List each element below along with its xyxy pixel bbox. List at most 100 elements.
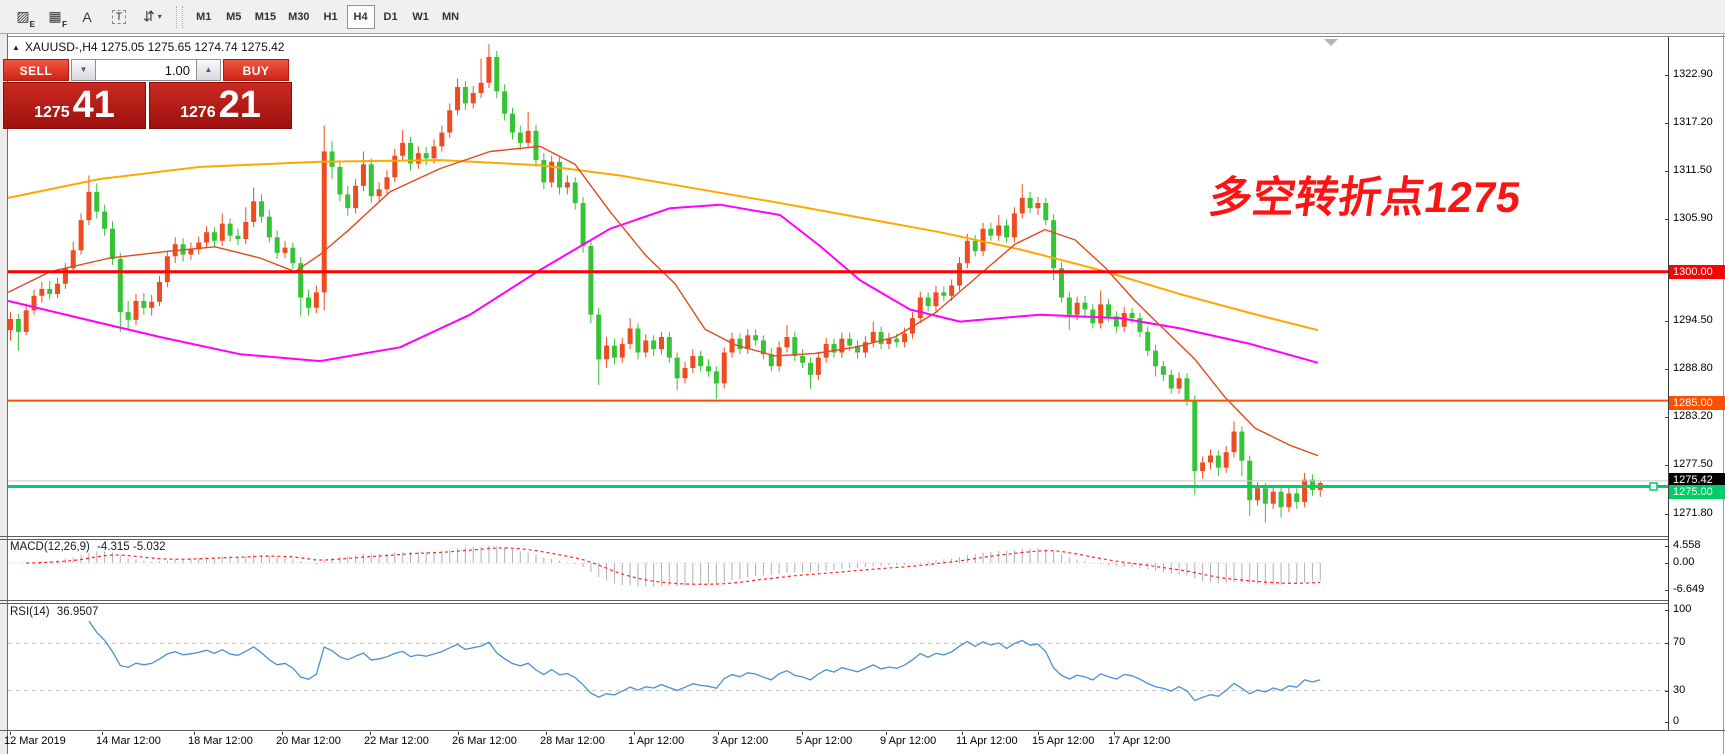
candle: [855, 345, 861, 353]
time-axis-label: 22 Mar 12:00: [364, 735, 429, 747]
candle: [133, 300, 139, 320]
timeframe-h4[interactable]: H4: [346, 4, 375, 29]
candle: [721, 352, 727, 384]
candle: [8, 318, 13, 331]
price-axis-label: 1283.20: [1673, 410, 1713, 422]
grid-tool-icon[interactable]: ▦ F: [40, 4, 70, 30]
candle: [376, 189, 382, 197]
toolbar: ▨ E ▦ F A T ⇵ ▾ M1 M5 M15 M30 H1 H4 D1 W1 MN: [0, 0, 1725, 34]
candle: [470, 93, 476, 104]
timeframe-w1[interactable]: W1: [407, 5, 435, 29]
candle: [666, 337, 672, 358]
arrange-tool-icon[interactable]: ⇵ ▾: [136, 4, 169, 30]
time-tick-mark: [886, 732, 887, 735]
time-axis-label: 17 Apr 12:00: [1108, 735, 1171, 747]
candle: [988, 228, 994, 236]
candle: [941, 292, 947, 296]
candle: [1043, 203, 1049, 221]
collapse-triangle-icon[interactable]: ▲: [12, 42, 20, 52]
candle: [47, 288, 53, 295]
candle: [258, 201, 264, 217]
time-tick-mark: [1038, 732, 1039, 735]
candle: [55, 283, 61, 295]
volume-input[interactable]: [96, 59, 196, 81]
candle: [1082, 302, 1088, 310]
axis-tick-mark: [1665, 563, 1669, 564]
axis-tick-mark: [1665, 321, 1669, 322]
timeframe-h1[interactable]: H1: [317, 5, 345, 29]
candle: [776, 347, 782, 367]
candle: [62, 268, 68, 284]
candle: [1058, 268, 1064, 298]
candle: [823, 343, 829, 358]
candle: [847, 338, 853, 346]
symbol-title: XAUUSD-,H4 1275.05 1275.65 1274.74 1275.…: [24, 40, 285, 54]
hline-handle[interactable]: [1649, 482, 1658, 491]
candle: [15, 318, 21, 332]
candle: [604, 345, 610, 360]
text-tool-icon[interactable]: A: [72, 4, 102, 30]
timeframe-mn[interactable]: MN: [437, 5, 465, 29]
candle: [745, 335, 751, 350]
volume-decrease-button[interactable]: ▼: [71, 59, 96, 81]
time-axis-label: 15 Apr 12:00: [1032, 735, 1095, 747]
candle: [1255, 488, 1261, 501]
time-axis-label: 14 Mar 12:00: [96, 735, 161, 747]
hatch-tool-icon[interactable]: ▨ E: [8, 4, 38, 30]
candle: [1074, 302, 1080, 315]
buy-price-panel[interactable]: 1276 21: [149, 82, 292, 129]
candle: [211, 232, 217, 241]
buy-button[interactable]: BUY: [223, 59, 289, 81]
candle: [455, 87, 461, 111]
candle: [1137, 318, 1143, 332]
time-tick-mark: [458, 732, 459, 735]
candle: [792, 337, 798, 356]
candle: [141, 300, 147, 308]
candle: [800, 355, 806, 363]
candle: [368, 164, 374, 197]
candle: [753, 335, 759, 341]
timeframe-m15[interactable]: M15: [250, 5, 281, 29]
timeframe-m1[interactable]: M1: [190, 5, 218, 29]
candle: [431, 146, 437, 159]
candle: [31, 295, 37, 311]
candle: [784, 337, 790, 348]
macd-axis-label: -6.649: [1673, 583, 1705, 595]
candle: [188, 249, 194, 255]
price-axis-label: 1277.50: [1673, 458, 1713, 470]
time-axis-label: 20 Mar 12:00: [276, 735, 341, 747]
time-tick-mark: [634, 732, 635, 735]
candle: [870, 331, 876, 343]
panel-divider: [0, 536, 1668, 537]
time-axis-label: 9 Apr 12:00: [880, 735, 937, 747]
textbox-tool-icon[interactable]: T: [104, 4, 134, 30]
timeframe-m30[interactable]: M30: [283, 5, 314, 29]
rsi-label: RSI(14): [10, 606, 50, 618]
macd-label: MACD(12,26,9): [10, 541, 90, 553]
time-axis-label: 11 Apr 12:00: [956, 735, 1018, 747]
candle: [86, 191, 92, 221]
sell-button[interactable]: SELL: [3, 59, 69, 81]
axis-tick-mark: [1665, 691, 1669, 692]
price-axis-label: 1294.50: [1673, 314, 1713, 326]
candle: [690, 355, 696, 368]
candle: [674, 357, 680, 379]
price-axis: 1322.90 1317.20 1311.50 1305.90 1300.00 1294.…: [1669, 0, 1725, 754]
chart-window-right-border: [1723, 34, 1724, 754]
sell-price-panel[interactable]: 1275 41: [3, 82, 146, 129]
candle: [1239, 431, 1245, 461]
candle: [70, 250, 76, 269]
timeframe-d1[interactable]: D1: [377, 5, 405, 29]
macd-values: -4.315 -5.032: [97, 541, 166, 553]
candle: [635, 328, 641, 353]
candle: [274, 237, 280, 253]
timeframe-m5[interactable]: M5: [220, 5, 248, 29]
candle: [580, 203, 586, 246]
price-axis-label: 1275.42: [1669, 473, 1725, 487]
candle: [572, 182, 578, 204]
time-tick-mark: [194, 732, 195, 735]
volume-increase-button[interactable]: ▲: [196, 59, 221, 81]
candle: [1302, 479, 1308, 502]
candle: [219, 223, 225, 241]
candle: [1184, 378, 1190, 401]
